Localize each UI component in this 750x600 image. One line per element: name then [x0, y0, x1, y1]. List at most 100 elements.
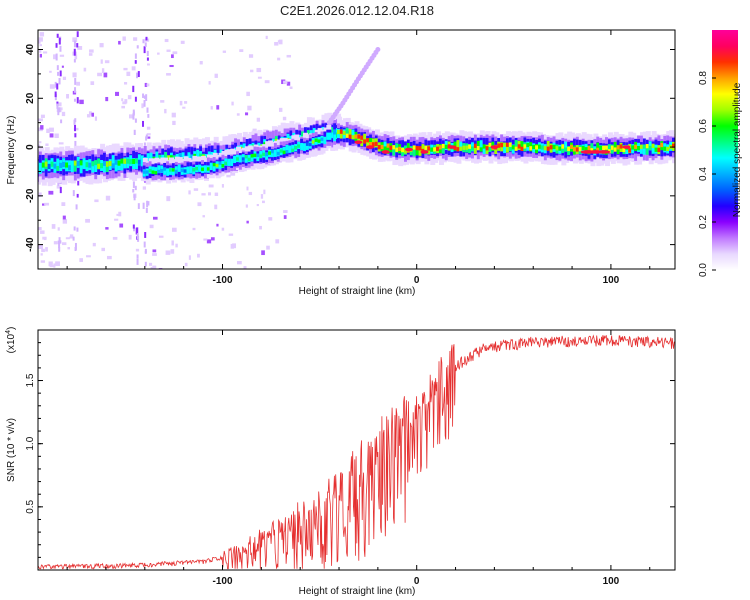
spectral-ridge	[386, 143, 392, 148]
spectral-ridge	[59, 162, 65, 168]
noise-column	[58, 77, 61, 85]
spectral-ridge	[126, 158, 132, 164]
spectral-ridge	[38, 165, 44, 171]
spectral-ridge	[120, 159, 126, 171]
noise-column	[76, 97, 79, 104]
noise-speck	[104, 60, 110, 64]
spectral-ridge	[514, 146, 520, 151]
spectral-branch	[305, 142, 311, 150]
spectrogram-xtick-label: -100	[212, 275, 232, 286]
snr-ytick-label: 1.5	[25, 373, 36, 387]
spectral-ridge	[508, 142, 514, 147]
spectral-ridge	[404, 149, 410, 154]
noise-speck	[40, 114, 45, 118]
spectral-branch	[308, 142, 314, 147]
noise-speck	[40, 253, 43, 256]
colorbar-tick-label: 0.8	[698, 71, 709, 85]
spectral-branch	[198, 165, 204, 170]
noise-speck	[169, 64, 174, 68]
noise-speck	[69, 234, 74, 238]
spectral-branch	[212, 164, 218, 172]
spectral-branch	[253, 153, 259, 157]
noise-speck	[197, 202, 202, 207]
spectral-ridge	[351, 135, 357, 140]
spectral-ridge	[505, 143, 511, 153]
spectral-ridge	[561, 144, 567, 149]
spectral-branch	[247, 157, 253, 162]
spectral-ridge	[424, 145, 430, 155]
spectral-ridge	[164, 151, 170, 163]
noise-column	[54, 91, 57, 98]
noise-column	[74, 87, 77, 93]
spectral-ridge	[158, 154, 164, 160]
spectral-ridge	[103, 161, 109, 173]
spectral-ridge	[546, 146, 552, 151]
noise-speck	[180, 40, 185, 44]
noise-speck	[266, 245, 270, 250]
snr-ylabel: SNR (10 * v/v)	[6, 418, 17, 482]
spectral-peak	[381, 150, 390, 154]
spectral-ridge	[520, 141, 526, 151]
noise-column	[74, 242, 77, 250]
spectral-branch	[326, 134, 332, 138]
spectral-ridge	[596, 142, 602, 152]
spectral-ridge	[546, 140, 552, 151]
noise-speck	[149, 224, 154, 229]
spectral-ridge	[366, 138, 372, 148]
noise-speck	[193, 188, 199, 191]
spectral-branch	[288, 149, 294, 153]
spectral-ridge	[529, 146, 535, 151]
spectral-ridge	[135, 158, 141, 164]
spectral-ridge	[374, 141, 380, 147]
spectral-ridge	[613, 147, 619, 152]
spectral-ridge	[473, 144, 479, 154]
spectral-ridge	[114, 159, 120, 165]
noise-speck	[252, 128, 257, 132]
noise-column	[136, 258, 139, 265]
noise-speck	[128, 114, 134, 119]
noise-column	[73, 119, 76, 125]
noise-speck	[256, 67, 262, 73]
noise-speck	[57, 227, 60, 231]
spectral-branch	[183, 169, 189, 173]
spectral-branch	[270, 149, 276, 154]
spectral-branch	[256, 153, 262, 162]
spectral-branch	[244, 155, 250, 163]
snr-ticks: -100 0 100 0.5 1.0 1.5	[25, 330, 675, 587]
noise-speck	[51, 224, 56, 229]
spectral-ridge	[607, 149, 613, 154]
noise-column	[58, 237, 61, 244]
noise-column	[132, 224, 135, 229]
noise-speck	[152, 253, 157, 256]
noise-speck	[99, 43, 104, 48]
noise-speck	[277, 40, 282, 43]
spectral-ridge	[339, 129, 345, 139]
colorbar-tick-label: 0.2	[698, 215, 709, 229]
spectral-ridge	[535, 145, 541, 150]
spectral-ridge	[482, 144, 488, 149]
noise-speck	[165, 250, 171, 255]
spectral-peak	[596, 150, 611, 154]
noise-speck	[74, 54, 78, 60]
spectral-ridge	[117, 160, 123, 166]
spectral-ridge	[578, 147, 584, 152]
noise-column	[137, 71, 140, 78]
noise-speck	[128, 234, 132, 240]
noise-speck	[105, 227, 109, 230]
spectral-ridge	[132, 158, 138, 165]
spectral-ridge	[330, 127, 336, 139]
spectral-ridge	[351, 129, 357, 139]
spectral-ridge	[108, 160, 114, 167]
spectral-ridge	[56, 165, 62, 172]
spectral-branch	[303, 143, 309, 147]
noise-column	[145, 36, 148, 41]
spectral-ridge	[616, 145, 622, 150]
noise-column	[73, 98, 76, 102]
spectral-ridge	[459, 141, 465, 151]
spectral-branch	[186, 167, 192, 172]
spectral-ridge	[371, 142, 377, 147]
spectral-upper-branch	[375, 47, 381, 53]
spectral-branch	[151, 170, 157, 174]
noise-speck	[286, 54, 292, 58]
noise-speck	[91, 112, 95, 117]
